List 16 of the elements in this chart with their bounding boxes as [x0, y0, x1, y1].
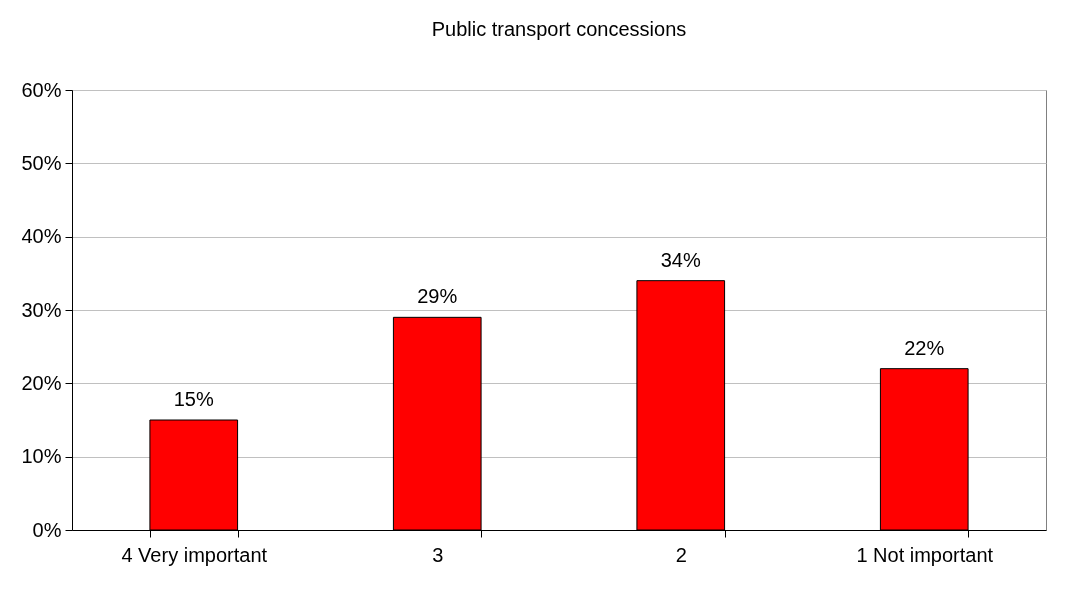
chart-title: Public transport concessions: [431, 18, 687, 40]
x-tick-label: 2: [675, 543, 687, 566]
x-tick-label: 1 Not important: [856, 543, 994, 566]
y-tick-label: 0%: [32, 518, 62, 541]
data-label: 15%: [173, 388, 214, 410]
x-tick-label: 3: [432, 543, 444, 566]
y-tick-label: 60%: [21, 78, 62, 101]
data-label: 22%: [904, 336, 945, 359]
y-tick-label: 10%: [21, 445, 62, 468]
y-tick-label: 20%: [21, 371, 62, 394]
y-tick-label: 50%: [21, 151, 62, 174]
x-tick-label: 4 Very important: [121, 543, 268, 566]
y-tick-label: 40%: [21, 225, 62, 248]
data-label: 34%: [660, 248, 701, 271]
data-label: 29%: [417, 285, 458, 308]
y-tick-label: 30%: [21, 298, 62, 321]
